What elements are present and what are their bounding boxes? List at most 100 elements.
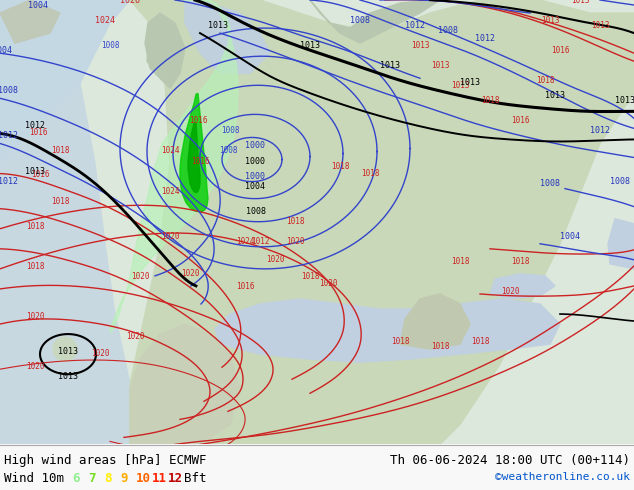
Text: 1016: 1016 xyxy=(29,128,48,137)
Text: 1004: 1004 xyxy=(245,182,265,191)
Text: 12: 12 xyxy=(168,472,183,485)
Text: 1024: 1024 xyxy=(236,237,254,246)
Polygon shape xyxy=(215,299,560,362)
Text: 1000: 1000 xyxy=(245,156,265,166)
Text: 1012: 1012 xyxy=(0,176,18,186)
Text: 1013: 1013 xyxy=(615,97,634,105)
Text: 1018: 1018 xyxy=(481,97,499,105)
Polygon shape xyxy=(0,0,130,164)
Text: 1012: 1012 xyxy=(25,122,45,130)
Polygon shape xyxy=(145,13,185,88)
Polygon shape xyxy=(180,93,208,212)
Text: 1008: 1008 xyxy=(246,207,266,216)
Text: 1008: 1008 xyxy=(221,126,239,135)
Text: 1018: 1018 xyxy=(51,196,69,206)
Text: 1013: 1013 xyxy=(430,61,450,70)
Text: 1004: 1004 xyxy=(0,46,12,55)
Text: 1018: 1018 xyxy=(430,342,450,351)
Text: 1000: 1000 xyxy=(245,172,265,181)
Text: 1020: 1020 xyxy=(26,362,44,371)
Text: 1012: 1012 xyxy=(405,21,425,30)
Text: 1018: 1018 xyxy=(391,337,410,346)
Text: 1018: 1018 xyxy=(286,217,304,226)
Text: 1013: 1013 xyxy=(571,0,589,5)
Text: 1016: 1016 xyxy=(276,0,294,2)
Polygon shape xyxy=(147,45,165,73)
Polygon shape xyxy=(130,324,240,444)
Text: High wind areas [hPa] ECMWF: High wind areas [hPa] ECMWF xyxy=(4,454,207,467)
Text: 1018: 1018 xyxy=(471,337,489,346)
Text: 1013: 1013 xyxy=(58,372,78,381)
Text: 1013: 1013 xyxy=(208,21,228,30)
Text: 1018: 1018 xyxy=(361,169,379,177)
Text: Bft: Bft xyxy=(184,472,207,485)
Text: 1020: 1020 xyxy=(126,332,145,341)
Text: 1013: 1013 xyxy=(25,167,45,175)
Polygon shape xyxy=(490,274,555,299)
Text: 10: 10 xyxy=(136,472,151,485)
Polygon shape xyxy=(130,0,634,444)
Text: 1020: 1020 xyxy=(501,287,519,296)
Text: Wind 10m: Wind 10m xyxy=(4,472,64,485)
Text: 1018: 1018 xyxy=(26,222,44,231)
Text: 1026: 1026 xyxy=(120,0,140,5)
Text: 1020: 1020 xyxy=(181,269,199,278)
Polygon shape xyxy=(110,0,238,332)
Text: 1008: 1008 xyxy=(420,0,440,2)
Text: 6: 6 xyxy=(72,472,79,485)
Text: 1013: 1013 xyxy=(451,81,469,90)
Text: 1012: 1012 xyxy=(590,126,610,135)
Text: 1012: 1012 xyxy=(246,0,264,2)
Text: 1004: 1004 xyxy=(570,0,590,2)
Text: 1004: 1004 xyxy=(500,0,520,2)
Text: 1016: 1016 xyxy=(191,156,209,166)
Text: 1013: 1013 xyxy=(300,41,320,50)
Text: 1008: 1008 xyxy=(90,0,110,2)
Polygon shape xyxy=(188,123,200,193)
Text: 1008: 1008 xyxy=(438,26,458,35)
Text: 1016: 1016 xyxy=(189,117,207,125)
Text: 1018: 1018 xyxy=(321,0,339,2)
Text: 1024: 1024 xyxy=(95,16,115,25)
Text: 1008: 1008 xyxy=(350,16,370,25)
Text: 1013: 1013 xyxy=(591,21,609,30)
Text: 1020: 1020 xyxy=(131,272,149,281)
Text: 1020: 1020 xyxy=(161,232,179,241)
Text: 8: 8 xyxy=(104,472,112,485)
Text: 1016: 1016 xyxy=(56,0,74,2)
Text: 1020: 1020 xyxy=(26,312,44,321)
Text: 1008: 1008 xyxy=(610,0,630,2)
Text: 1018: 1018 xyxy=(451,257,469,266)
Text: 1008: 1008 xyxy=(540,178,560,188)
Circle shape xyxy=(53,337,77,361)
Text: 1016: 1016 xyxy=(551,46,569,55)
Text: 1012: 1012 xyxy=(475,34,495,43)
Text: 1016: 1016 xyxy=(301,0,320,2)
Text: 1008: 1008 xyxy=(101,41,119,50)
Text: 1012: 1012 xyxy=(251,237,269,246)
Text: 1020: 1020 xyxy=(286,237,304,246)
Text: 1016: 1016 xyxy=(236,282,254,291)
Text: 1008: 1008 xyxy=(610,176,630,186)
Polygon shape xyxy=(608,219,634,269)
Text: 1008: 1008 xyxy=(505,0,525,2)
Text: 1020: 1020 xyxy=(266,255,284,264)
Text: 1013: 1013 xyxy=(58,347,78,356)
Text: 7: 7 xyxy=(88,472,96,485)
Polygon shape xyxy=(310,0,440,43)
Text: 1013: 1013 xyxy=(541,16,559,25)
Text: 1008: 1008 xyxy=(285,0,305,2)
Polygon shape xyxy=(185,0,270,73)
Text: 1004: 1004 xyxy=(560,232,580,241)
Text: 1013: 1013 xyxy=(380,61,400,70)
Text: ©weatheronline.co.uk: ©weatheronline.co.uk xyxy=(495,472,630,482)
Text: 1020: 1020 xyxy=(319,279,337,288)
Text: 1004: 1004 xyxy=(28,1,48,10)
Text: 1018: 1018 xyxy=(331,162,349,171)
Text: 1013: 1013 xyxy=(460,78,480,87)
Text: 11: 11 xyxy=(152,472,167,485)
Text: 1024: 1024 xyxy=(161,147,179,155)
Polygon shape xyxy=(0,0,60,43)
Polygon shape xyxy=(400,294,470,349)
Polygon shape xyxy=(0,0,140,444)
